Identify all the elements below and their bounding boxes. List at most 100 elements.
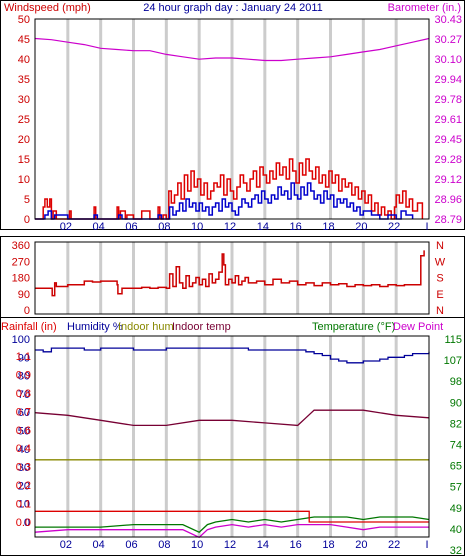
temperature-tick-2: 98 xyxy=(450,376,462,388)
barometer-tick-1: 30.27 xyxy=(434,34,462,46)
barometer-tick-4: 29.78 xyxy=(434,94,462,106)
temperature-tick-5: 74 xyxy=(450,440,462,452)
humidity-tick-4: 60 xyxy=(18,407,30,419)
humidity-tick-8: 20 xyxy=(18,480,30,492)
temperature-legend: Temperature (°F) xyxy=(312,321,395,333)
windspeed-tick-10: 0 xyxy=(24,214,30,226)
direction-tick-3: 90 xyxy=(18,289,30,301)
p3-hour-label-08: 08 xyxy=(158,539,170,551)
humidity-legend: Humidity % xyxy=(67,321,123,333)
windspeed-tick-7: 15 xyxy=(18,154,30,166)
direction-plot-area xyxy=(34,241,430,315)
barometer-tick-2: 30.10 xyxy=(434,54,462,66)
p1-hour-label-04: 04 xyxy=(93,221,105,233)
p1-hour-label-12: 12 xyxy=(224,221,236,233)
barometer-tick-3: 29.94 xyxy=(434,74,462,86)
panel1-hour-labels: 02 04 06 08 10 12 14 16 18 20 22 I xyxy=(60,221,429,233)
indoor-temp-legend: Indoor temp xyxy=(172,321,231,333)
p1-hour-label-16: 16 xyxy=(290,221,302,233)
humidity-tick-2: 80 xyxy=(18,371,30,383)
barometer-tick-0: 30.43 xyxy=(434,14,462,26)
humidity-line xyxy=(35,347,430,364)
wind-plot-area xyxy=(34,18,430,220)
rainfall-tick-2: 0.8 xyxy=(16,388,31,400)
rain-line xyxy=(35,510,429,523)
windspeed-tick-6: 20 xyxy=(18,134,30,146)
rainfall-tick-5: 0.4 xyxy=(16,443,31,455)
temp-humidity-panel: Rainfall (in) Humidity % Indoor hum Indo… xyxy=(0,317,465,556)
rainfall-tick-labels: 1.1 0.9 0.8 0.7 0.6 0.4 0.3 0.2 0.1 0.0 xyxy=(16,351,31,529)
direction-degree-labels: 360 270 180 90 0 xyxy=(12,240,30,317)
rainfall-tick-3: 0.7 xyxy=(16,406,31,418)
direction-tick-1: 270 xyxy=(12,256,30,268)
p3-hour-label-I: I xyxy=(425,539,428,551)
windspeed-tick-4: 30 xyxy=(18,94,30,106)
windspeed-axis-label: Windspeed (mph) xyxy=(4,2,91,14)
p1-hour-label-06: 06 xyxy=(125,221,137,233)
compass-tick-3: E xyxy=(436,289,443,301)
dew_point-line xyxy=(34,523,429,539)
temperature-tick-8: 49 xyxy=(450,503,462,515)
p3-hour-label-18: 18 xyxy=(322,539,334,551)
humidity-tick-5: 50 xyxy=(18,426,30,438)
p1-hour-label-10: 10 xyxy=(191,221,203,233)
direction-tick-0: 360 xyxy=(12,240,30,252)
compass-tick-2: S xyxy=(436,273,443,285)
humidity-tick-7: 30 xyxy=(18,462,30,474)
windspeed-tick-3: 35 xyxy=(18,74,30,86)
windspeed-tick-0: 50 xyxy=(18,14,30,26)
barometer-tick-9: 28.96 xyxy=(434,194,462,206)
humidity-tick-3: 70 xyxy=(18,389,30,401)
humidity-tick-6: 40 xyxy=(18,444,30,456)
p1-hour-label-14: 14 xyxy=(257,221,269,233)
windspeed-tick-5: 25 xyxy=(18,114,30,126)
p3-hour-label-16: 16 xyxy=(290,539,302,551)
temperature-tick-6: 65 xyxy=(450,461,462,473)
rainfall-tick-4: 0.6 xyxy=(16,425,31,437)
barometer-axis-label: Barometer (in.) xyxy=(388,2,461,14)
indoor-hum-legend: Indoor hum xyxy=(118,321,174,333)
p3-hour-label-04: 04 xyxy=(93,539,105,551)
dew-point-legend: Dew Point xyxy=(393,321,443,333)
windspeed-tick-1: 45 xyxy=(18,34,30,46)
rainfall-tick-8: 0.1 xyxy=(16,499,31,511)
windspeed-tick-8: 10 xyxy=(18,174,30,186)
barometer-tick-labels: 30.43 30.27 30.10 29.94 29.78 29.61 29.45 29.28… xyxy=(434,14,462,226)
indoor_temp-line xyxy=(34,409,430,427)
rainfall-tick-7: 0.2 xyxy=(16,480,31,492)
rainfall-tick-6: 0.3 xyxy=(16,462,31,474)
wind-barometer-panel: Windspeed (mph) 24 hour graph day : Janu… xyxy=(0,0,465,233)
barometer-tick-7: 29.28 xyxy=(434,154,462,166)
temperature-tick-0: 115 xyxy=(444,334,462,346)
temperature-tick-4: 82 xyxy=(450,418,462,430)
temp-humidity-grid xyxy=(66,336,398,537)
humidity-tick-9: 10 xyxy=(18,499,30,511)
direction-line xyxy=(35,250,425,297)
rainfall-tick-1: 0.9 xyxy=(16,369,31,381)
temperature-tick-9: 40 xyxy=(450,524,462,536)
p3-hour-label-10: 10 xyxy=(191,539,203,551)
p3-hour-label-06: 06 xyxy=(125,539,137,551)
p3-hour-label-22: 22 xyxy=(388,539,400,551)
direction-tick-4: 0 xyxy=(24,305,30,317)
p1-hour-label-08: 08 xyxy=(158,221,170,233)
temp-humidity-series xyxy=(34,347,430,539)
windspeed-tick-9: 5 xyxy=(24,194,30,206)
p3-hour-label-14: 14 xyxy=(257,539,269,551)
barometer-line xyxy=(34,37,430,62)
p1-hour-label-02: 02 xyxy=(60,221,72,233)
chart-title: 24 hour graph day : January 24 2011 xyxy=(143,2,323,14)
barometer-tick-10: 28.79 xyxy=(434,214,462,226)
compass-tick-4: N xyxy=(436,305,444,317)
barometer-tick-6: 29.45 xyxy=(434,134,462,146)
panel3-hour-labels: 02 04 06 08 10 12 14 16 18 20 22 I xyxy=(60,539,429,551)
temperature-line xyxy=(35,516,430,533)
p1-hour-label-I: I xyxy=(425,221,428,233)
humidity-tick-1: 90 xyxy=(18,352,30,364)
rainfall-tick-0: 1.1 xyxy=(16,351,31,363)
